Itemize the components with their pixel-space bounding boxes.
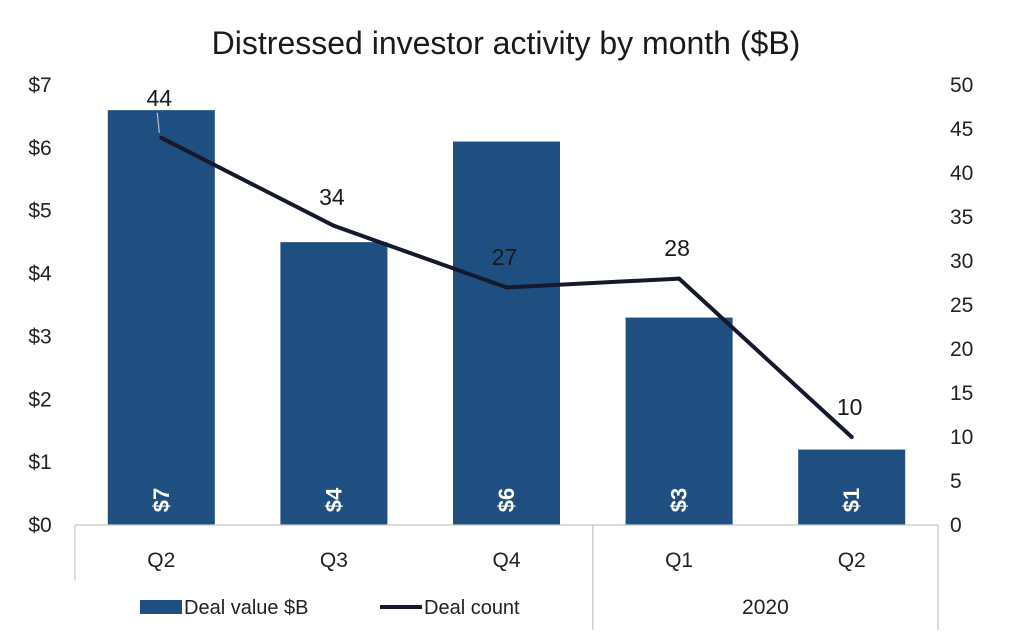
left-tick-label: $4 [28, 263, 52, 286]
line-point [159, 135, 164, 140]
right-axis: 0 5 10 15 20 25 30 35 40 45 50 [950, 74, 973, 537]
left-tick-label: $0 [28, 514, 51, 537]
right-tick-label: 10 [950, 426, 973, 449]
chart-title: Distressed investor activity by month ($… [212, 25, 801, 61]
line-series: 44 34 27 28 10 [147, 85, 863, 439]
legend-label: Deal value $B [184, 597, 309, 619]
line-point [849, 435, 854, 439]
bar-series: $7 $4 $6 $3 $1 [107, 110, 906, 526]
left-tick-label: $7 [28, 74, 51, 97]
bar-data-label: $4 [321, 487, 346, 512]
category-label: Q1 [665, 549, 693, 572]
left-tick-label: $5 [28, 200, 51, 223]
right-tick-label: 20 [950, 338, 973, 361]
right-tick-label: 50 [950, 74, 973, 97]
right-tick-label: 25 [950, 294, 973, 317]
right-tick-label: 0 [950, 514, 962, 537]
bar-data-label: $3 [667, 488, 692, 512]
category-label: Q2 [838, 549, 866, 572]
line-data-label: 28 [664, 235, 690, 261]
category-label: Q2 [147, 549, 175, 572]
bar-data-label: $7 [149, 488, 174, 512]
bar [453, 141, 560, 526]
bar [107, 110, 215, 526]
right-tick-label: 35 [950, 206, 973, 229]
line-point [331, 223, 336, 228]
label-leader-line [156, 112, 160, 133]
left-axis: $0 $1 $2 $3 $4 $5 $6 $7 [28, 74, 52, 537]
bar [280, 242, 388, 525]
left-tick-label: $6 [28, 137, 51, 160]
right-tick-label: 40 [950, 162, 973, 185]
left-tick-label: $3 [28, 325, 51, 348]
category-label: Q4 [492, 549, 520, 572]
bar-data-label: $6 [494, 488, 519, 512]
line-data-label: 27 [492, 244, 518, 270]
category-label: Q3 [320, 549, 348, 572]
group-label: 2020 [742, 596, 789, 619]
line-data-label: 34 [319, 184, 345, 210]
left-tick-label: $2 [28, 388, 51, 411]
right-tick-label: 5 [950, 470, 962, 493]
bar [625, 317, 733, 525]
left-tick-label: $1 [28, 451, 51, 474]
bar [798, 449, 906, 525]
line-data-label: 10 [837, 394, 863, 420]
line-data-label: 44 [147, 85, 173, 111]
legend-swatch-bar [140, 600, 182, 614]
line-point [504, 285, 509, 290]
legend: Deal value $B Deal count [140, 597, 520, 619]
bar-data-label: $1 [839, 488, 864, 512]
right-tick-label: 15 [950, 382, 973, 405]
line-point [677, 276, 682, 281]
right-tick-label: 45 [950, 118, 973, 141]
legend-label: Deal count [424, 597, 520, 619]
category-axis: Q2 Q3 Q4 Q1 Q2 2020 [74, 524, 939, 630]
right-tick-label: 30 [950, 250, 973, 273]
